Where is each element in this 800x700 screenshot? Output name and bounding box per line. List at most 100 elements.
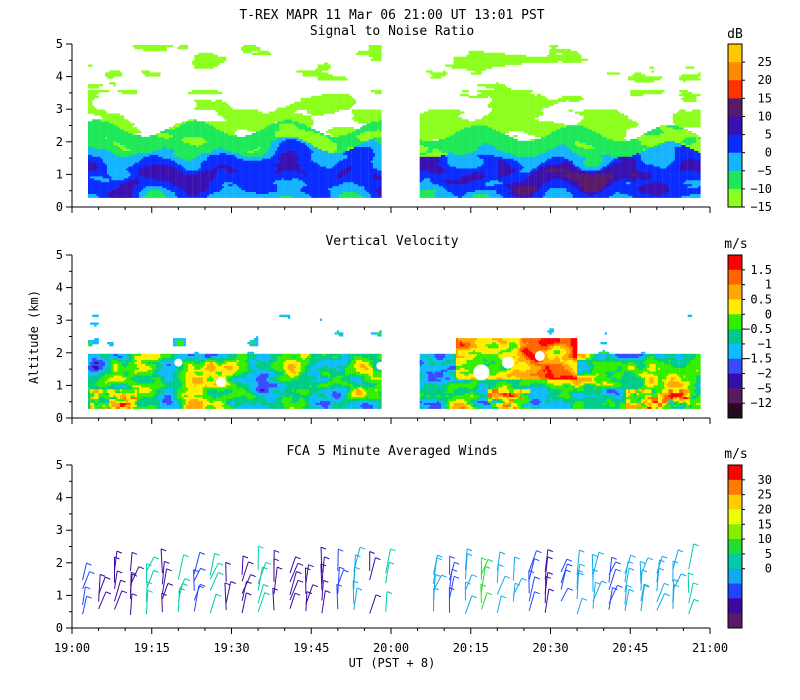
colorbar-swatch	[728, 343, 742, 360]
colorbar-label: 30	[758, 473, 772, 487]
wind-barbs	[82, 543, 700, 615]
colorbar-label: 20	[758, 502, 772, 516]
colorbar-swatch	[728, 598, 742, 614]
colorbar-swatch	[728, 494, 742, 510]
colorbar-swatch	[728, 358, 742, 375]
colorbar-swatch	[728, 613, 742, 629]
y-tick-label: 5	[56, 458, 63, 472]
colorbar-label: −5	[758, 164, 772, 178]
colorbar-swatch	[728, 134, 742, 154]
y-tick-label: 1	[56, 378, 63, 392]
colorbar-label: 0.5	[750, 292, 772, 306]
velocity-axes: 0 1 2 3 4 5	[56, 248, 711, 425]
x-tick-label: 19:00	[54, 641, 90, 655]
colorbar-label: 15	[758, 91, 772, 105]
y-tick-label: 0	[56, 200, 63, 214]
winds-panel-title: FCA 5 Minute Averaged Winds	[286, 444, 497, 459]
colorbar-label: 0	[765, 146, 772, 160]
colorbar-swatch	[728, 98, 742, 117]
snr-axes: 0 1 2 3 4 5	[56, 37, 711, 214]
x-tick-label: 19:45	[293, 641, 329, 655]
x-tick-label: 20:00	[373, 641, 409, 655]
colorbar-swatch	[728, 269, 742, 286]
colorbar-label: 25	[758, 55, 772, 69]
colorbar-swatch	[728, 509, 742, 525]
colorbar-swatch	[728, 479, 742, 496]
velocity-panel-title: Vertical Velocity	[325, 234, 458, 249]
colorbar-swatch	[728, 388, 742, 404]
colorbar-swatch	[728, 116, 742, 136]
colorbar-label: 0	[765, 562, 772, 576]
colorbar-swatch	[728, 44, 742, 63]
snr-panel-title: Signal to Noise Ratio	[310, 24, 474, 39]
colorbar-label: −10	[750, 182, 772, 196]
colorbar-swatch	[728, 152, 742, 172]
colorbar-label: −5	[758, 381, 772, 395]
colorbar-label: 5	[765, 128, 772, 142]
y-tick-label: 5	[56, 37, 63, 51]
snr-colorbar: 25 20 15 10 5 0 −5 −10 −15	[727, 43, 772, 214]
colorbar-label: 5	[765, 547, 772, 561]
x-tick-label: 20:15	[453, 641, 489, 655]
x-tick-labels: 19:00 19:15 19:30 19:45 20:00 20:15 20:30 20:45…	[54, 641, 728, 655]
x-tick-label: 20:30	[532, 641, 568, 655]
y-tick-label: 2	[56, 346, 63, 360]
figure-title: T-REX MAPR 11 Mar 06 21:00 UT 13:01 PST	[239, 8, 544, 23]
colorbar-swatch	[728, 568, 742, 585]
velocity-colorbar-unit: m/s	[724, 237, 747, 252]
x-tick-label: 21:00	[692, 641, 728, 655]
colorbar-swatch	[728, 314, 742, 330]
y-tick-label: 3	[56, 313, 63, 327]
colorbar-swatch	[728, 329, 742, 345]
colorbar-swatch	[728, 255, 742, 271]
colorbar-label: 1.5	[750, 263, 772, 277]
y-tick-label: 1	[56, 167, 63, 181]
colorbar-label: −1.5	[743, 352, 772, 366]
x-axis-label: UT (PST + 8)	[349, 656, 436, 670]
colorbar-swatch	[728, 465, 742, 481]
colorbar-label: 20	[758, 73, 772, 87]
colorbar-swatch	[728, 539, 742, 555]
colorbar-swatch	[728, 80, 742, 99]
colorbar-label: −12	[750, 396, 772, 410]
colorbar-swatch	[728, 553, 742, 570]
snr-panel: Signal to Noise Ratio 0 1 2 3 4 5 25 20 15 10 5 0 −…	[56, 24, 772, 214]
colorbar-label: 25	[758, 488, 772, 502]
colorbar-swatch	[728, 284, 742, 300]
snr-colorbar-unit: dB	[727, 27, 743, 42]
colorbar-label: −0.5	[743, 322, 772, 336]
y-tick-label: 3	[56, 523, 63, 537]
x-tick-label: 19:15	[134, 641, 170, 655]
colorbar-swatch	[728, 62, 742, 81]
y-tick-label: 4	[56, 281, 63, 295]
colorbar-swatch	[728, 583, 742, 599]
colorbar-label: 10	[758, 532, 772, 546]
winds-axes: 0 1 2 3 4 5	[56, 458, 711, 635]
colorbar-label: −15	[750, 200, 772, 214]
y-axis-label: Altitude (km)	[27, 290, 41, 384]
colorbar-swatch	[728, 403, 742, 419]
winds-colorbar-unit: m/s	[724, 447, 747, 462]
colorbar-swatch	[728, 299, 742, 315]
y-tick-label: 4	[56, 491, 63, 505]
colorbar-label: 0	[765, 307, 772, 321]
colorbar-swatch	[728, 524, 742, 540]
y-tick-label: 2	[56, 556, 63, 570]
colorbar-label: 1	[765, 278, 772, 292]
y-tick-label: 0	[56, 411, 63, 425]
colorbar-label: −1	[758, 337, 772, 351]
velocity-colorbar: 1.510.50−0.5−1−1.5−2−5−12	[727, 254, 772, 419]
colorbar-swatch	[728, 188, 742, 208]
y-tick-label: 0	[56, 621, 63, 635]
y-tick-label: 1	[56, 588, 63, 602]
y-tick-label: 3	[56, 102, 63, 116]
colorbar-label: 15	[758, 517, 772, 531]
colorbar-swatch	[728, 170, 742, 190]
velocity-heatmap	[88, 314, 701, 409]
y-tick-label: 4	[56, 70, 63, 84]
snr-heatmap	[88, 45, 701, 198]
x-tick-label: 20:45	[612, 641, 648, 655]
